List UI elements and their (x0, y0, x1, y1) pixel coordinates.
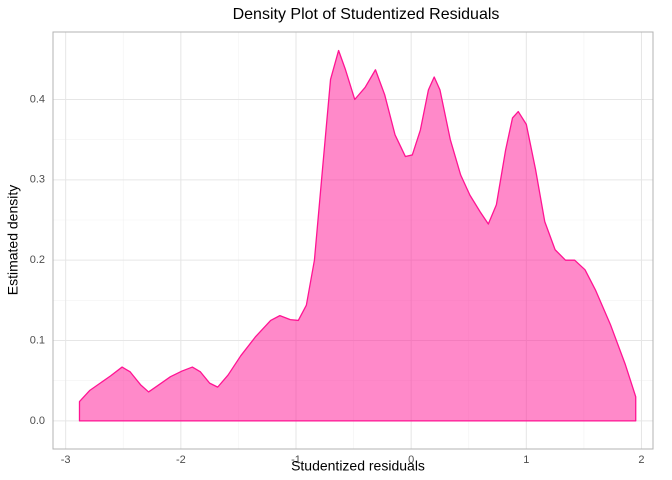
y-tick-label: 0.0 (30, 415, 45, 427)
x-tick-label: 1 (523, 454, 529, 466)
y-tick-label: 0.1 (30, 334, 45, 346)
x-tick-label: 0 (408, 454, 414, 466)
y-tick-label: 0.4 (30, 93, 45, 105)
x-tick-label: -3 (61, 454, 71, 466)
x-axis-label: Studentized residuals (291, 458, 425, 474)
y-tick-label: 0.2 (30, 254, 45, 266)
x-tick-label: -2 (176, 454, 186, 466)
y-tick-label: 0.3 (30, 174, 45, 186)
panel-border (52, 31, 654, 450)
density-area (78, 49, 637, 422)
y-axis-label: Estimated density (5, 185, 21, 296)
chart-title: Density Plot of Studentized Residuals (233, 6, 500, 23)
x-tick-label: 2 (638, 454, 644, 466)
x-tick-label: -1 (291, 454, 301, 466)
